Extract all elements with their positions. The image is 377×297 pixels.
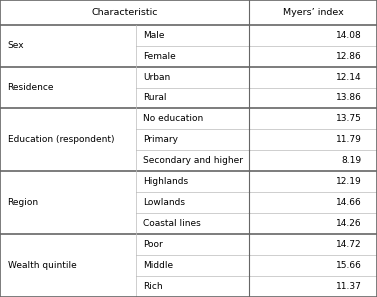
Text: No education: No education (143, 114, 204, 124)
Text: Female: Female (143, 52, 176, 61)
Text: 14.72: 14.72 (336, 240, 362, 249)
Text: 14.26: 14.26 (336, 219, 362, 228)
Text: 13.86: 13.86 (336, 94, 362, 102)
Text: Education (respondent): Education (respondent) (8, 135, 114, 144)
Text: Wealth quintile: Wealth quintile (8, 261, 76, 270)
Text: Characteristic: Characteristic (91, 8, 158, 17)
Text: Myers’ index: Myers’ index (282, 8, 343, 17)
Text: Region: Region (8, 198, 39, 207)
Text: 8.19: 8.19 (342, 156, 362, 165)
Text: Sex: Sex (8, 41, 24, 50)
Text: Rich: Rich (143, 282, 163, 291)
Text: Lowlands: Lowlands (143, 198, 185, 207)
Text: Residence: Residence (8, 83, 54, 92)
Text: 11.79: 11.79 (336, 135, 362, 144)
Text: Secondary and higher: Secondary and higher (143, 156, 243, 165)
Text: Rural: Rural (143, 94, 167, 102)
Text: 12.19: 12.19 (336, 177, 362, 186)
Text: Highlands: Highlands (143, 177, 188, 186)
Text: 12.86: 12.86 (336, 52, 362, 61)
Text: Urban: Urban (143, 72, 170, 81)
Text: 12.14: 12.14 (336, 72, 362, 81)
Text: Male: Male (143, 31, 165, 40)
Text: Primary: Primary (143, 135, 178, 144)
Text: 11.37: 11.37 (336, 282, 362, 291)
Text: Poor: Poor (143, 240, 163, 249)
Text: Middle: Middle (143, 261, 173, 270)
Text: Coastal lines: Coastal lines (143, 219, 201, 228)
Text: 14.08: 14.08 (336, 31, 362, 40)
Text: 13.75: 13.75 (336, 114, 362, 124)
Text: 14.66: 14.66 (336, 198, 362, 207)
Text: 15.66: 15.66 (336, 261, 362, 270)
